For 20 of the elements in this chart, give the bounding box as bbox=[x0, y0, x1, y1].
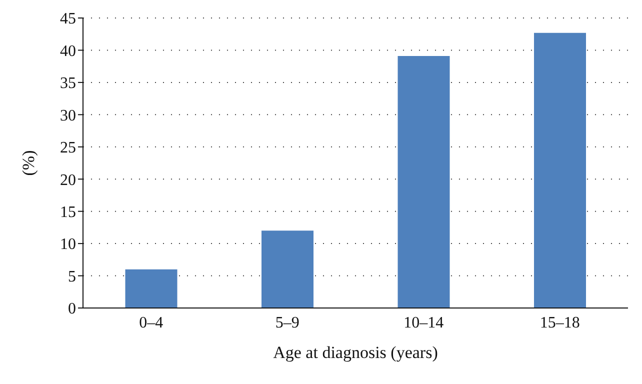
y-axis-title: (%) bbox=[19, 150, 38, 176]
y-tick-label: 0 bbox=[68, 300, 76, 318]
y-tick-label: 30 bbox=[60, 107, 76, 124]
y-tick-label: 5 bbox=[68, 268, 76, 286]
y-tick-label: 10 bbox=[60, 236, 76, 254]
y-tick-label: 20 bbox=[60, 172, 76, 189]
bar bbox=[262, 230, 314, 308]
x-axis-title: Age at diagnosis (years) bbox=[273, 343, 438, 362]
x-tick-label: 15–18 bbox=[540, 314, 580, 332]
bar bbox=[398, 56, 450, 308]
bar bbox=[125, 269, 178, 308]
y-tick-label: 15 bbox=[60, 204, 76, 222]
x-tick-label: 5–9 bbox=[275, 314, 300, 332]
y-tick-label: 40 bbox=[60, 42, 76, 60]
y-tick-label: 45 bbox=[60, 10, 76, 28]
x-tick-label: 0–4 bbox=[139, 314, 164, 332]
bar bbox=[534, 32, 586, 308]
y-tick-label: 35 bbox=[60, 75, 76, 92]
y-tick-label: 25 bbox=[60, 140, 76, 157]
x-tick-label: 10–14 bbox=[404, 314, 444, 332]
